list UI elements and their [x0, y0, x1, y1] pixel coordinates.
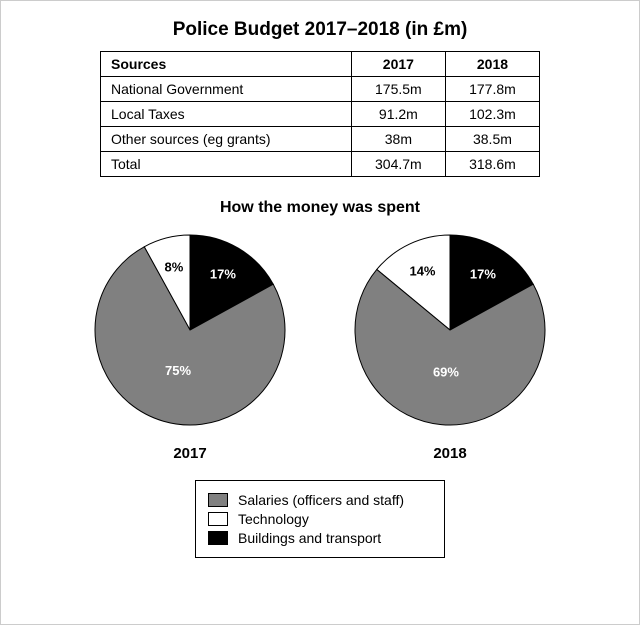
pie-pct-salaries: 75%: [165, 363, 191, 378]
pie-pct-technology: 14%: [409, 264, 435, 279]
row-2018: 38.5m: [445, 127, 539, 152]
pie-charts-container: 8% 17% 75% 2017 14% 17% 69% 2018: [1, 225, 639, 462]
row-2017: 91.2m: [351, 102, 445, 127]
row-2017: 38m: [351, 127, 445, 152]
table-row: Other sources (eg grants) 38m 38.5m: [101, 127, 540, 152]
pie-2018: 14% 17% 69%: [345, 225, 555, 435]
col-2017: 2017: [351, 52, 445, 77]
legend-row-salaries: Salaries (officers and staff): [208, 492, 432, 508]
swatch-buildings: [208, 531, 228, 545]
pie-pct-buildings: 17%: [470, 266, 496, 281]
table-header-row: Sources 2017 2018: [101, 52, 540, 77]
legend-row-buildings: Buildings and transport: [208, 530, 432, 546]
pie-2017-wrap: 8% 17% 75% 2017: [85, 225, 295, 462]
table-row: Total 304.7m 318.6m: [101, 152, 540, 177]
page-title: Police Budget 2017–2018 (in £m): [1, 19, 639, 41]
legend-label-salaries: Salaries (officers and staff): [238, 492, 404, 508]
legend-label-buildings: Buildings and transport: [238, 530, 381, 546]
legend-label-technology: Technology: [238, 511, 309, 527]
pie-2018-wrap: 14% 17% 69% 2018: [345, 225, 555, 462]
pie-pct-buildings: 17%: [210, 266, 236, 281]
page: Police Budget 2017–2018 (in £m) Sources …: [0, 0, 640, 625]
pie-2018-label: 2018: [433, 445, 466, 462]
table-row: Local Taxes 91.2m 102.3m: [101, 102, 540, 127]
table-row: National Government 175.5m 177.8m: [101, 77, 540, 102]
chart-subtitle: How the money was spent: [1, 199, 639, 217]
row-label: Local Taxes: [101, 102, 352, 127]
row-2017: 304.7m: [351, 152, 445, 177]
budget-table: Sources 2017 2018 National Government 17…: [100, 51, 540, 177]
col-sources: Sources: [101, 52, 352, 77]
swatch-technology: [208, 512, 228, 526]
row-2017: 175.5m: [351, 77, 445, 102]
pie-pct-technology: 8%: [165, 259, 184, 274]
row-2018: 318.6m: [445, 152, 539, 177]
legend: Salaries (officers and staff) Technology…: [195, 480, 445, 558]
col-2018: 2018: [445, 52, 539, 77]
pie-2017-label: 2017: [173, 445, 206, 462]
pie-2017: 8% 17% 75%: [85, 225, 295, 435]
row-2018: 102.3m: [445, 102, 539, 127]
row-label: National Government: [101, 77, 352, 102]
row-label: Total: [101, 152, 352, 177]
legend-row-technology: Technology: [208, 511, 432, 527]
pie-pct-salaries: 69%: [433, 365, 459, 380]
row-2018: 177.8m: [445, 77, 539, 102]
swatch-salaries: [208, 493, 228, 507]
row-label: Other sources (eg grants): [101, 127, 352, 152]
